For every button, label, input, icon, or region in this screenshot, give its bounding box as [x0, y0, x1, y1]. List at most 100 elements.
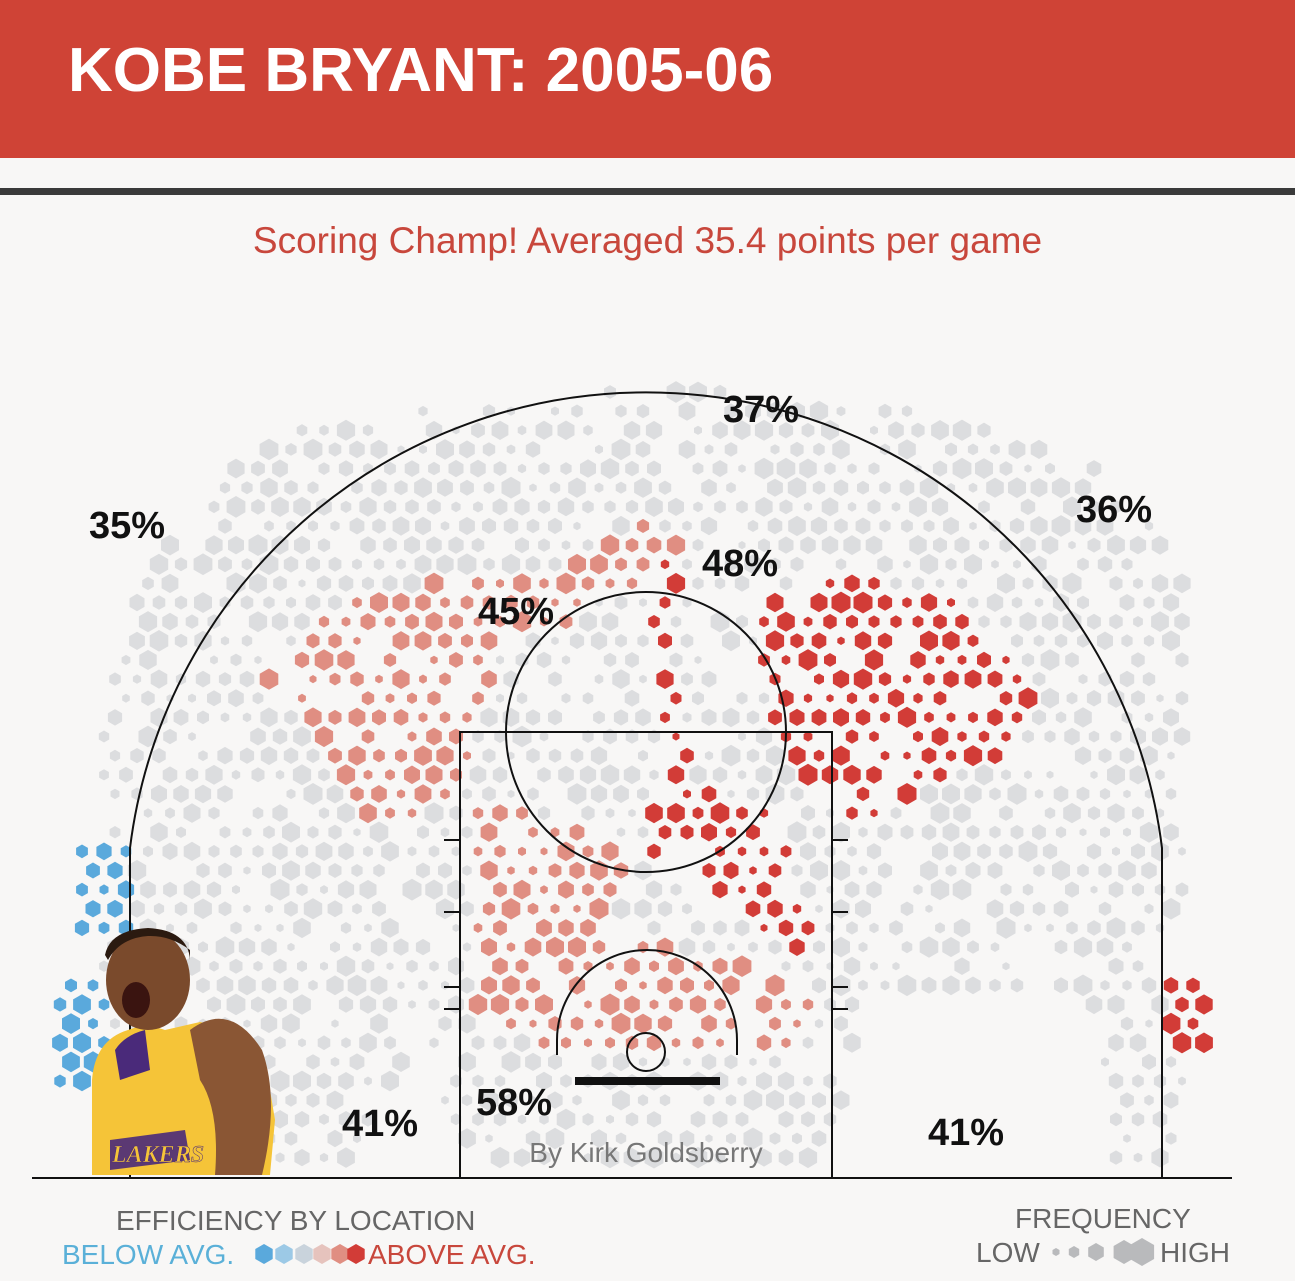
hex-bin [724, 557, 738, 572]
hex-bin [501, 898, 521, 920]
hex-bin [1046, 923, 1054, 933]
hex-bin [725, 1094, 737, 1107]
hex-bin [793, 1019, 801, 1028]
hex-bin [504, 1092, 518, 1108]
hex-bin [303, 898, 323, 920]
hex-bin [284, 709, 298, 726]
hex-bin [383, 653, 397, 667]
hex-bin [615, 1132, 627, 1145]
hex-bin [384, 1036, 396, 1050]
hex-bin [152, 747, 166, 764]
hex-bin [1151, 574, 1169, 593]
hex-bin [449, 652, 463, 668]
hex-bin [414, 554, 432, 574]
hex-bin [515, 537, 529, 554]
hex-bin [714, 997, 726, 1012]
hex-bin [397, 981, 405, 990]
hex-bin [1107, 764, 1125, 786]
hex-bin [978, 500, 990, 514]
hex-bin [953, 841, 971, 862]
hex-bin [109, 826, 121, 839]
hex-bin [669, 996, 683, 1013]
legend-frequency: FREQUENCY LOW HIGH [976, 1203, 1230, 1268]
hex-bin [573, 521, 581, 531]
hex-bin [362, 424, 374, 437]
hex-bin [758, 692, 770, 705]
hex-bin [682, 520, 692, 532]
hex-bin [920, 630, 938, 652]
hex-bin [414, 477, 432, 498]
hex-bin [373, 863, 385, 878]
hex-bin [1110, 730, 1122, 743]
hex-bin [548, 1053, 562, 1070]
hex-bin [185, 767, 199, 782]
hex-bin [338, 996, 354, 1013]
hex-bin [659, 1094, 671, 1107]
hex-bin [337, 1147, 355, 1168]
hex-bin [787, 477, 807, 499]
hex-bin [584, 1153, 592, 1163]
hex-bin [370, 1013, 388, 1034]
hex-bin [572, 1094, 582, 1106]
hex-bin [1162, 593, 1180, 612]
hex-bin [790, 633, 804, 649]
hex-bin [986, 477, 1004, 498]
hex-bin [942, 937, 960, 958]
hex-bin [318, 615, 330, 628]
hex-bin [965, 861, 981, 880]
hex-bin [481, 976, 497, 995]
hex-bin [287, 942, 295, 952]
hex-bin [1009, 900, 1025, 917]
hex-bin [1109, 1150, 1123, 1165]
hex-bin [606, 961, 614, 971]
hex-bin [219, 481, 231, 494]
hex-bin [492, 804, 508, 822]
hex-bin [748, 941, 758, 953]
restricted-arc [556, 949, 738, 1055]
hex-bin [1024, 464, 1032, 473]
hex-bin [371, 478, 387, 497]
hex-bin [492, 957, 508, 976]
hex-bin [1078, 674, 1088, 685]
hex-bin [745, 402, 761, 421]
hex-bin [865, 535, 883, 555]
hex-bin [592, 939, 606, 955]
hex-bin [350, 786, 364, 802]
hex-bin [812, 825, 826, 840]
hex-bin [109, 749, 121, 762]
hex-bin [801, 422, 815, 438]
hex-bin [208, 845, 220, 858]
hex-bin [986, 593, 1004, 612]
hex-bin [480, 822, 498, 842]
hex-bin [1156, 694, 1164, 703]
hex-bin [1163, 823, 1179, 842]
hex-bin [295, 844, 309, 859]
hex-bin [353, 636, 361, 645]
hex-bin [463, 751, 471, 761]
hex-bin [810, 592, 828, 613]
hex-bin [274, 1036, 286, 1050]
hex-bin [769, 1055, 781, 1069]
hex-bin [700, 516, 718, 536]
hex-bin [427, 499, 441, 515]
hex-bin [436, 745, 454, 766]
hex-bin [737, 770, 747, 780]
hex-bin [282, 821, 300, 843]
hex-bin [657, 976, 673, 995]
hex-bin [855, 517, 871, 535]
pct-label-right-midrange: 48% [702, 543, 778, 585]
hex-bin [712, 957, 728, 975]
hex-bin [230, 844, 242, 859]
hex-bin [680, 633, 694, 649]
hex-bin [359, 1032, 377, 1053]
hex-bin [569, 861, 585, 880]
hex-bin [62, 1051, 80, 1073]
hex-bin [736, 806, 748, 820]
hex-bin [737, 1075, 747, 1087]
hex-bin [485, 1134, 493, 1143]
hex-bin [231, 769, 241, 780]
hex-bin [272, 842, 288, 861]
hex-bin [768, 709, 782, 726]
hex-bin [328, 556, 342, 572]
hex-bin [747, 519, 759, 532]
